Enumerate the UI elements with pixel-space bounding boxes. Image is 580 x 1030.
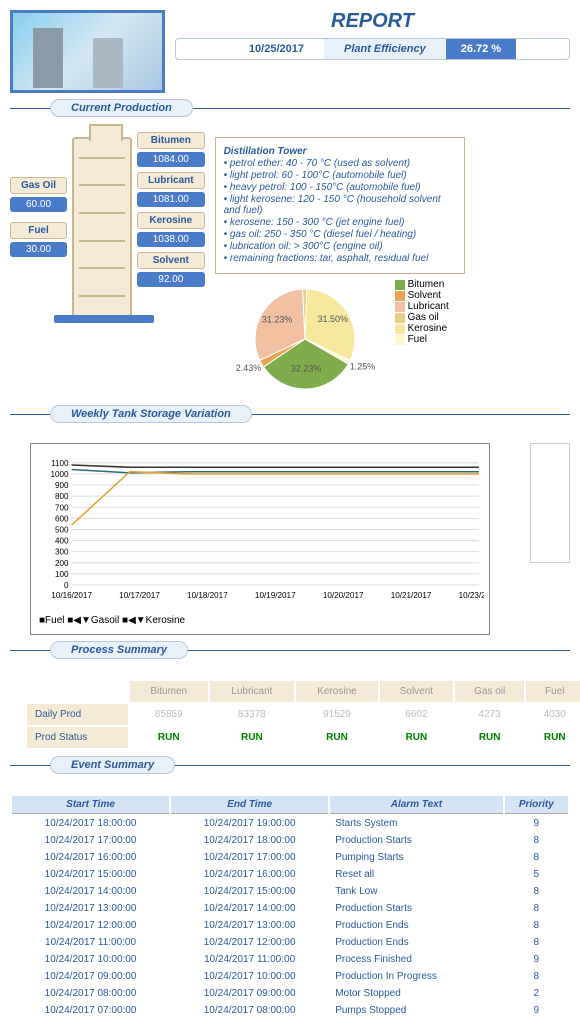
report-info-bar: 10/25/2017 Plant Efficiency 26.72 % <box>175 38 570 60</box>
production-area: Gas Oil60.00Fuel30.00 Bitumen1084.00Lubr… <box>10 137 205 399</box>
svg-text:10/23/2017: 10/23/2017 <box>459 591 484 600</box>
event-summary-table: Start TimeEnd TimeAlarm TextPriority10/2… <box>10 794 570 1020</box>
prod-label: Solvent <box>137 252 205 269</box>
prod-value: 60.00 <box>10 197 67 212</box>
svg-text:32.23%: 32.23% <box>290 363 321 373</box>
svg-text:1.25%: 1.25% <box>349 361 375 371</box>
svg-text:1100: 1100 <box>51 459 69 468</box>
svg-text:500: 500 <box>55 526 69 535</box>
svg-text:31.23%: 31.23% <box>261 314 292 324</box>
production-pie-chart: 32.23%2.43%31.23%1.37%31.50%1.25% <box>215 279 395 399</box>
svg-text:10/20/2017: 10/20/2017 <box>323 591 364 600</box>
report-title: REPORT <box>175 10 570 33</box>
chart-side-legend <box>530 443 570 563</box>
svg-text:600: 600 <box>55 514 69 523</box>
section-process: Process Summary <box>10 650 570 669</box>
section-label: Weekly Tank Storage Variation <box>50 405 252 423</box>
prod-value: 1081.00 <box>137 192 205 207</box>
section-label: Process Summary <box>50 641 188 659</box>
section-weekly: Weekly Tank Storage Variation <box>10 414 570 433</box>
prod-label: Kerosine <box>137 212 205 229</box>
svg-text:200: 200 <box>55 559 69 568</box>
svg-text:10/16/2017: 10/16/2017 <box>51 591 92 600</box>
svg-text:900: 900 <box>55 481 69 490</box>
svg-text:10/18/2017: 10/18/2017 <box>187 591 228 600</box>
svg-text:2.43%: 2.43% <box>235 363 261 373</box>
svg-text:10/21/2017: 10/21/2017 <box>391 591 432 600</box>
prod-value: 30.00 <box>10 242 67 257</box>
distillation-tower-icon <box>72 137 132 317</box>
prod-label: Lubricant <box>137 172 205 189</box>
efficiency-value: 26.72 % <box>446 39 516 59</box>
prod-value: 1038.00 <box>137 232 205 247</box>
svg-text:10/17/2017: 10/17/2017 <box>119 591 160 600</box>
weekly-chart: 0 100 200 300 400 500 600 700 800 900 1000 1100 10/1… <box>30 443 490 635</box>
report-header: REPORT 10/25/2017 Plant Efficiency 26.72… <box>10 10 570 93</box>
svg-text:0: 0 <box>64 581 69 590</box>
efficiency-label: Plant Efficiency <box>324 39 446 59</box>
process-summary-table: BitumenLubricantKerosineSolventGas oilFu… <box>25 679 580 750</box>
prod-label: Gas Oil <box>10 177 67 194</box>
svg-text:10/19/2017: 10/19/2017 <box>255 591 296 600</box>
prod-label: Bitumen <box>137 132 205 149</box>
svg-text:300: 300 <box>55 548 69 557</box>
prod-label: Fuel <box>10 222 67 239</box>
section-label: Current Production <box>50 99 193 117</box>
svg-text:800: 800 <box>55 492 69 501</box>
svg-text:700: 700 <box>55 503 69 512</box>
pie-legend: BitumenSolventLubricantGas oilKerosineFu… <box>395 279 449 399</box>
prod-value: 92.00 <box>137 272 205 287</box>
plant-image <box>10 10 165 93</box>
svg-text:400: 400 <box>55 537 69 546</box>
svg-text:31.50%: 31.50% <box>317 314 348 324</box>
svg-text:1000: 1000 <box>51 470 70 479</box>
report-date: 10/25/2017 <box>229 39 324 59</box>
prod-value: 1084.00 <box>137 152 205 167</box>
chart-legend: ■Fuel ■◀▼Gasoil ■◀▼Kerosine <box>36 612 484 629</box>
section-event: Event Summary <box>10 765 570 784</box>
svg-text:100: 100 <box>55 570 69 579</box>
section-label: Event Summary <box>50 756 175 774</box>
distillation-info: Distillation Tower• petrol ether: 40 - 7… <box>215 137 465 274</box>
